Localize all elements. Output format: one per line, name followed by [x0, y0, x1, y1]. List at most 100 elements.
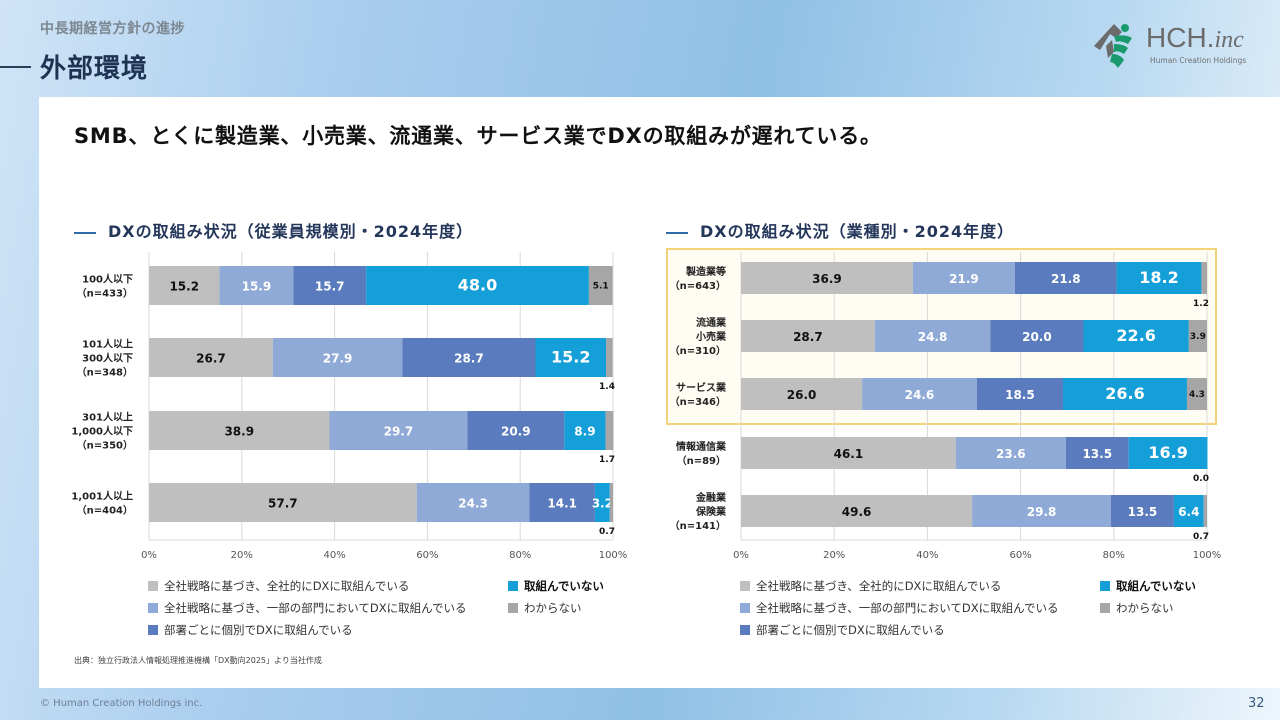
- bar-segment: [149, 266, 220, 305]
- data-label: 57.7: [268, 497, 298, 511]
- legend-swatch: [740, 625, 750, 635]
- legend-label: わからない: [524, 601, 582, 615]
- category-label: 101人以上: [82, 338, 133, 351]
- x-tick-label: 100%: [599, 550, 628, 561]
- bar-segment: [1128, 437, 1208, 469]
- category-label: 1,001人以上: [71, 490, 133, 503]
- legend-label: わからない: [1116, 601, 1174, 615]
- data-label: 28.7: [793, 330, 823, 344]
- category-label: 情報通信業: [676, 440, 727, 453]
- page-title: 外部環境: [40, 54, 149, 84]
- bar-segment: [741, 320, 875, 352]
- bar-segment: [609, 483, 613, 522]
- copyright: © Human Creation Holdings inc.: [40, 698, 203, 709]
- x-tick-label: 0%: [141, 550, 157, 561]
- category-label: （n=643）: [670, 279, 726, 292]
- legend-item: わからない: [1100, 600, 1174, 616]
- data-label: 21.9: [949, 272, 979, 286]
- data-label: 29.8: [1027, 505, 1057, 519]
- data-label: 20.9: [501, 425, 531, 439]
- bar-segment: [564, 411, 606, 450]
- data-label: 18.2: [1139, 268, 1178, 287]
- chart-title-company-size: DXの取組み状況（従業員規模別・2024年度）: [74, 218, 473, 242]
- legend-label: 部署ごとに個別でDXに取組んでいる: [164, 623, 353, 637]
- bar-segment: [1188, 320, 1207, 352]
- legend-label: 全社戦略に基づき、全社的にDXに取組んでいる: [756, 579, 1002, 593]
- bar-segment: [1111, 495, 1174, 527]
- category-label: 製造業等: [685, 265, 726, 278]
- bar-segment: [1083, 320, 1189, 352]
- bar-segment: [862, 378, 977, 410]
- legend-label: 部署ごとに個別でDXに取組んでいる: [756, 623, 945, 637]
- legend-item: 全社戦略に基づき、一部の部門においてDXに取組んでいる: [148, 600, 467, 616]
- legend-swatch: [1100, 603, 1110, 613]
- section-subtitle: 中長期経営方針の進捗: [40, 21, 185, 37]
- legend-item: 全社戦略に基づき、全社的にDXに取組んでいる: [740, 578, 1001, 594]
- legend-swatch: [148, 603, 158, 613]
- logo-mark-icon: [1094, 24, 1132, 68]
- bar-segment: [149, 483, 417, 522]
- data-label: 46.1: [834, 447, 864, 461]
- bar-segment: [1063, 378, 1187, 410]
- category-label: 保険業: [695, 505, 727, 518]
- category-label: 301人以上: [82, 411, 133, 424]
- data-label: 0.0: [1193, 474, 1209, 484]
- data-label: 38.9: [224, 425, 254, 439]
- bar-segment: [741, 437, 956, 469]
- bar-segment: [293, 266, 367, 305]
- data-label: 26.6: [1105, 384, 1144, 403]
- legend-label: 全社戦略に基づき、全社的にDXに取組んでいる: [164, 579, 410, 593]
- legend-label: 取組んでいない: [524, 579, 604, 593]
- bar-segment: [329, 411, 468, 450]
- legend-item: 取組んでいない: [508, 578, 604, 594]
- category-label: （n=433）: [77, 287, 133, 300]
- title-dash: [74, 231, 96, 234]
- legend-item: 部署ごとに個別でDXに取組んでいる: [148, 622, 353, 638]
- category-label: （n=346）: [670, 395, 726, 408]
- data-label: 27.9: [323, 352, 353, 366]
- source-note: 出典：独立行政法人情報処理推進機構「DX動向2025」より当社作成: [74, 656, 322, 665]
- legend-item: 部署ごとに個別でDXに取組んでいる: [740, 622, 945, 638]
- bar-segment: [1116, 262, 1202, 294]
- bar-segment: [1203, 495, 1207, 527]
- bar-segment: [606, 338, 613, 377]
- x-tick-label: 80%: [509, 550, 531, 561]
- legend-swatch: [508, 603, 518, 613]
- data-label: 29.7: [384, 425, 414, 439]
- category-label: 金融業: [695, 491, 727, 504]
- x-tick-label: 60%: [1009, 550, 1031, 561]
- bar-segment: [588, 266, 613, 305]
- bar-segment: [1015, 262, 1117, 294]
- bar-segment: [1065, 437, 1129, 469]
- data-label: 36.9: [812, 272, 842, 286]
- data-label: 13.5: [1128, 505, 1158, 519]
- legend-label: 全社戦略に基づき、一部の部門においてDXに取組んでいる: [756, 601, 1059, 615]
- bar-segment: [741, 378, 863, 410]
- legend-swatch: [740, 603, 750, 613]
- data-label: 22.6: [1116, 326, 1155, 345]
- legend-label: 全社戦略に基づき、一部の部門においてDXに取組んでいる: [164, 601, 467, 615]
- bar-segment: [741, 262, 913, 294]
- bar-segment: [219, 266, 294, 305]
- x-tick-label: 60%: [416, 550, 438, 561]
- bar-segment: [1201, 262, 1207, 294]
- data-label: 26.7: [196, 352, 226, 366]
- logo-subtext: Human Creation Holdings: [1150, 56, 1247, 65]
- bar-segment: [1173, 495, 1204, 527]
- data-label: 1.2: [1193, 299, 1209, 309]
- data-label: 18.5: [1005, 388, 1035, 402]
- x-tick-label: 0%: [733, 550, 749, 561]
- category-label: （n=404）: [77, 504, 133, 517]
- legend-item: わからない: [508, 600, 582, 616]
- bar-segment: [912, 262, 1016, 294]
- bar-segment: [467, 411, 565, 450]
- data-label: 1.7: [599, 455, 615, 465]
- data-label: 13.5: [1082, 447, 1112, 461]
- data-label: 14.1: [547, 497, 577, 511]
- category-label: （n=348）: [77, 366, 133, 379]
- data-label: 24.3: [458, 497, 488, 511]
- category-label: 小売業: [695, 330, 727, 343]
- data-label: 48.0: [458, 276, 497, 295]
- category-label: 流通業: [696, 316, 727, 329]
